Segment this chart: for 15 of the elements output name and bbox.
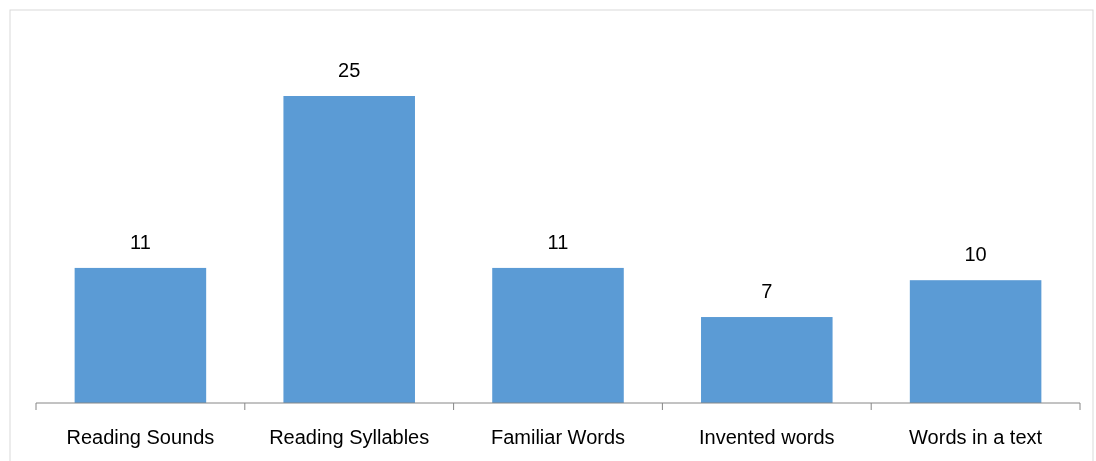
bar [492, 267, 624, 403]
x-tick-label: Invented words [698, 426, 835, 448]
data-label: 11 [130, 230, 151, 253]
bar [909, 280, 1042, 403]
data-label: 10 [964, 243, 987, 266]
data-label: 7 [761, 280, 773, 303]
bar [74, 267, 207, 403]
x-tick-label: Reading Sounds [66, 426, 215, 448]
bar [701, 317, 833, 403]
data-label: 25 [338, 59, 361, 81]
bar [283, 96, 415, 403]
x-tick-label: Reading Syllables [269, 426, 430, 448]
x-tick-label: Familiar Words [490, 426, 626, 448]
data-label: 11 [547, 230, 569, 253]
x-tick-label: Words in a text [909, 426, 1043, 448]
